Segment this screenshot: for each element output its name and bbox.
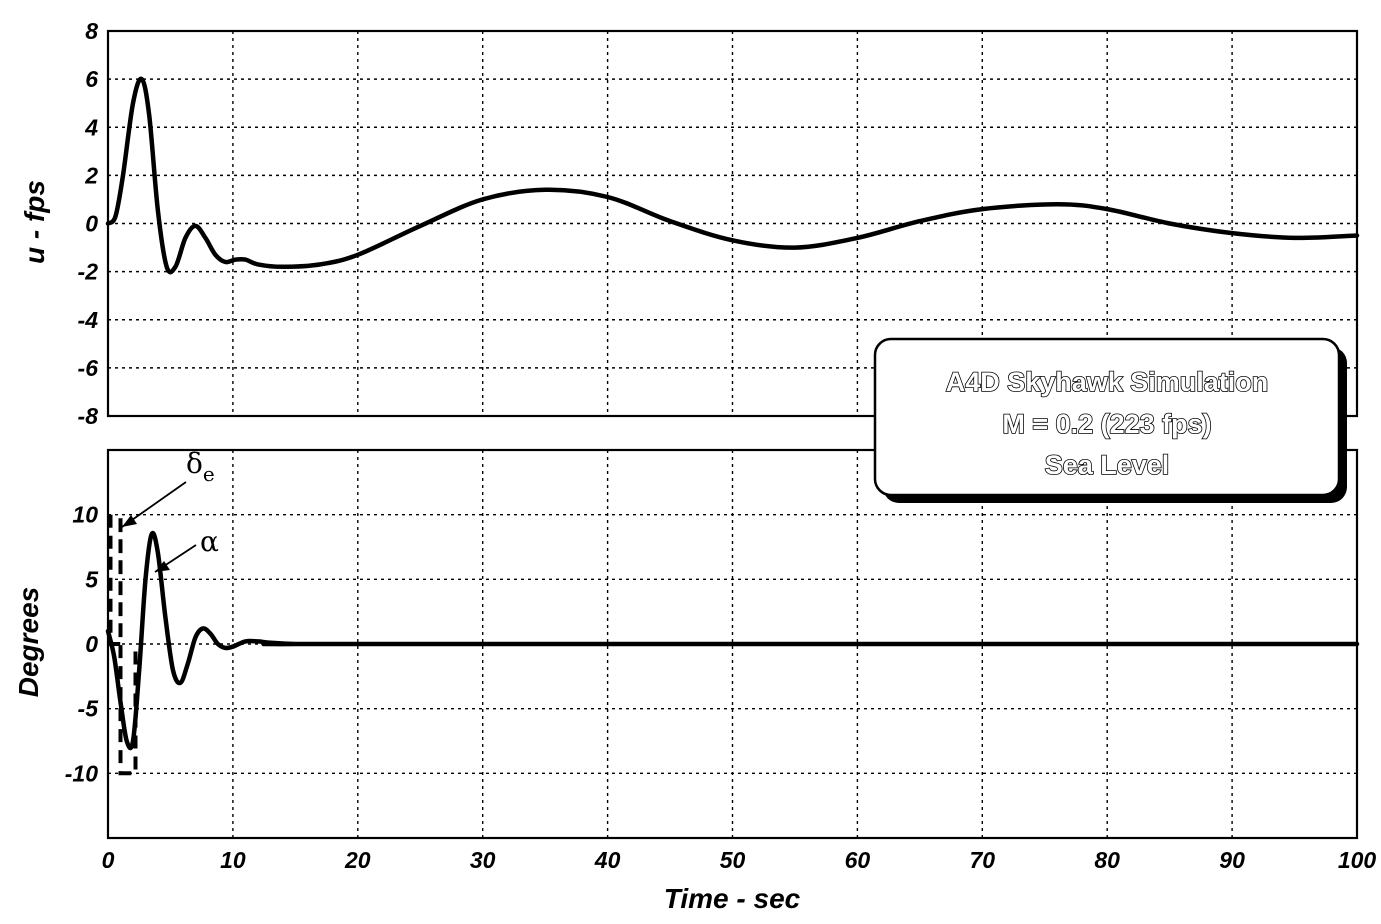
x-tick-label: 70	[970, 847, 996, 873]
x-tick-label: 80	[1094, 847, 1120, 873]
x-tick-label: 10	[220, 847, 246, 873]
x-tick-label: 20	[344, 847, 371, 873]
note-line-1: A4D Skyhawk Simulation	[946, 367, 1269, 397]
top-series-u-line	[105, 76, 1360, 275]
bottom-y-tick-label: -10	[65, 760, 98, 786]
x-tick-label: 40	[594, 847, 621, 873]
note-line-3: Sea Level	[1045, 450, 1170, 480]
bottom-y-tick-label: 5	[85, 566, 99, 592]
x-tick-label: 50	[720, 847, 746, 873]
bottom-y-tick-label: -5	[78, 696, 100, 722]
note-line-2: M = 0.2 (223 fps)	[1002, 409, 1211, 439]
x-tick-label: 100	[1338, 847, 1377, 873]
bottom-y-tick-label: 0	[85, 631, 98, 657]
alpha-label: α	[200, 525, 219, 558]
top-y-tick-label: 8	[85, 18, 98, 44]
svg-text:δe: δe	[186, 447, 215, 486]
x-tick-label: 90	[1219, 847, 1245, 873]
bottom-y-tick-label: 10	[72, 502, 98, 528]
alpha-annotation: α	[154, 525, 219, 573]
bottom-series-delta-e-line	[108, 514, 138, 776]
delta-e-symbol: δ	[186, 447, 203, 480]
top-y-tick-label: -6	[78, 355, 99, 381]
top-y-tick-label: 4	[84, 114, 98, 140]
top-y-tick-label: 0	[85, 211, 98, 237]
x-axis-label: Time - sec	[664, 883, 801, 914]
x-tick-label: 30	[470, 847, 496, 873]
top-y-tick-label: 2	[84, 162, 98, 188]
bottom-y-axis-label: Degrees	[13, 587, 44, 698]
top-y-tick-label: -4	[78, 307, 99, 333]
top-y-axis-label: u - fps	[19, 180, 50, 264]
top-y-tick-label: 6	[85, 66, 98, 92]
delta-e-subscript: e	[203, 462, 215, 486]
top-plot-panel: -8 -6 -4 -2 0 2 4 6 8	[78, 18, 1360, 429]
x-tick-label: 60	[845, 847, 871, 873]
top-y-tick-label: -2	[78, 259, 99, 285]
x-tick-label: 0	[102, 847, 115, 873]
simulation-note-box: A4D Skyhawk Simulation M = 0.2 (223 fps)…	[873, 337, 1347, 503]
top-y-tick-label: -8	[78, 403, 99, 429]
delta-e-annotation: δe	[121, 447, 215, 528]
